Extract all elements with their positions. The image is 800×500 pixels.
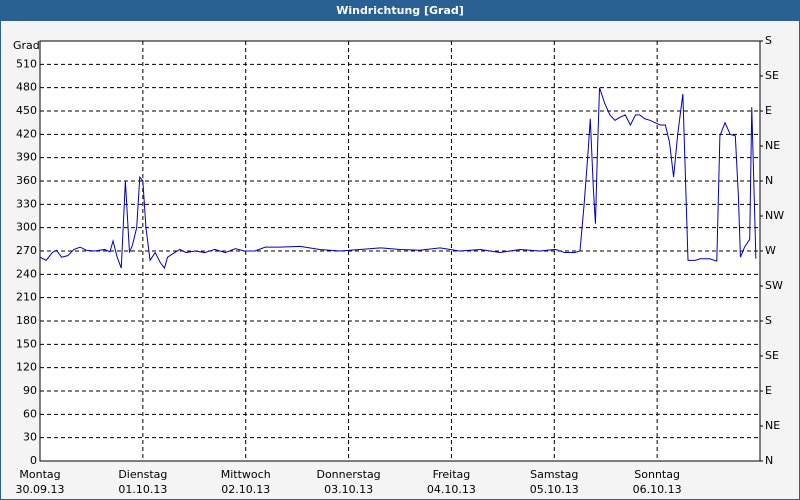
y2-tick-label: W [765,244,776,257]
x-tick-label: Sonntag [634,468,680,481]
y-tick-label: 270 [16,244,37,257]
y2-tick-label: NE [765,139,780,152]
y-tick-label: 60 [23,407,37,420]
x-tick-date: 02.10.13 [221,483,270,496]
y-tick-label: 480 [16,81,37,94]
x-tick-date: 05.10.13 [530,483,579,496]
x-tick-label: Dienstag [118,468,167,481]
x-tick-date: 03.10.13 [324,483,373,496]
y-tick-label: 210 [16,291,37,304]
y-tick-label: 0 [30,454,37,467]
y2-tick-label: SW [765,279,783,292]
y2-tick-label: NW [765,209,784,222]
x-tick-label: Donnerstag [316,468,380,481]
y-tick-label: 90 [23,384,37,397]
x-tick-label: Montag [19,468,60,481]
x-tick-label: Freitag [433,468,471,481]
y2-tick-label: S [765,314,772,327]
title-bar [0,0,800,21]
y-tick-label: 120 [16,361,37,374]
y2-tick-label: NE [765,419,780,432]
y-tick-label: 240 [16,267,37,280]
x-tick-date: 04.10.13 [427,483,476,496]
chart-title: Windrichtung [Grad] [336,4,464,17]
x-tick-date: 01.10.13 [118,483,167,496]
x-tick-label: Mittwoch [221,468,271,481]
y-tick-label: 420 [16,127,37,140]
y-tick-label: 510 [16,57,37,70]
y2-tick-label: E [765,104,772,117]
y-tick-label: 390 [16,151,37,164]
y-tick-label: 30 [23,431,37,444]
x-tick-date: 06.10.13 [633,483,682,496]
y-tick-label: 360 [16,174,37,187]
y-tick-label: 450 [16,104,37,117]
y-axis-label: Grad [13,39,40,52]
y2-tick-label: E [765,384,772,397]
y2-tick-label: SE [765,69,779,82]
y2-tick-label: S [765,34,772,47]
y2-tick-label: N [765,454,773,467]
data-line [39,87,757,270]
x-tick-date: 30.09.13 [16,483,65,496]
y2-tick-label: N [765,174,773,187]
y2-tick-label: SE [765,349,779,362]
y-tick-label: 300 [16,221,37,234]
x-tick-label: Samstag [530,468,578,481]
y-tick-label: 180 [16,314,37,327]
y-tick-label: 330 [16,197,37,210]
y-tick-label: 150 [16,337,37,350]
